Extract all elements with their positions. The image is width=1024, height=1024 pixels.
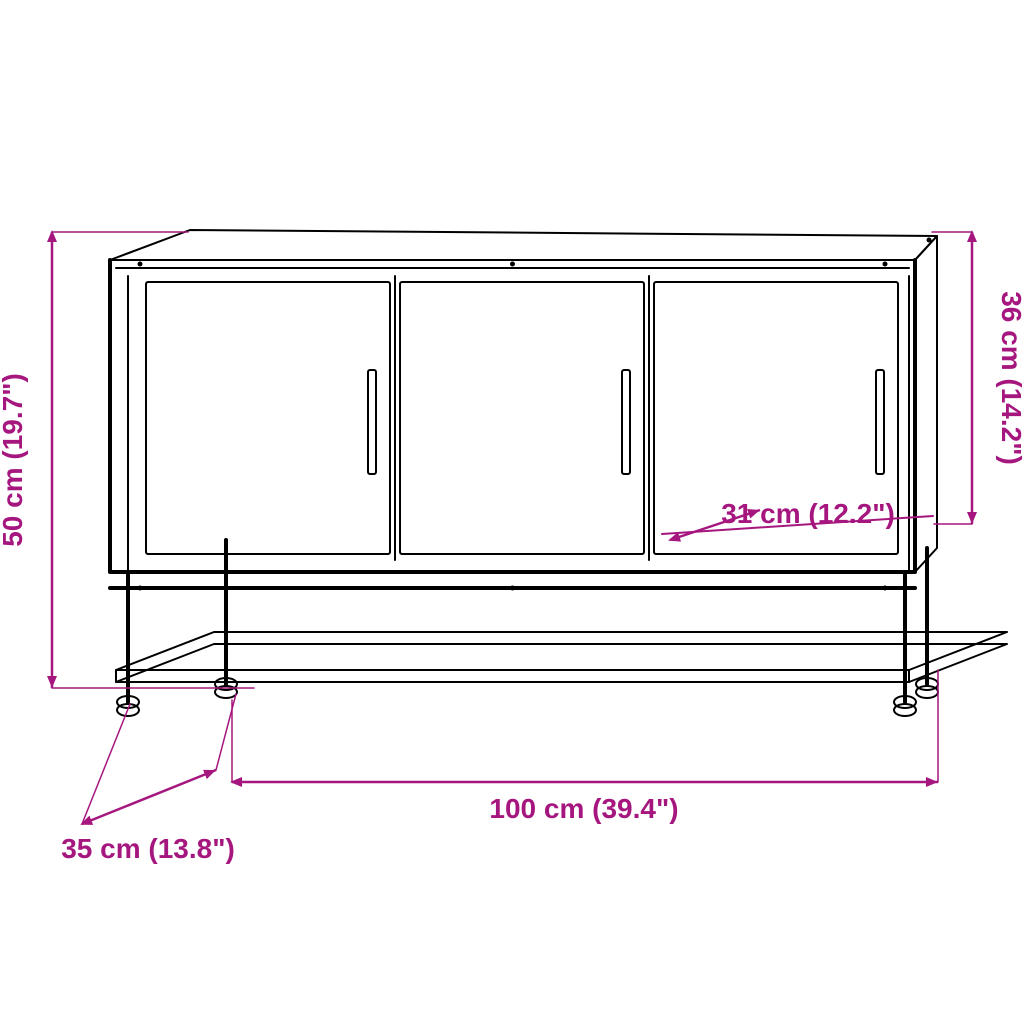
dim-label-width: 100 cm (39.4") <box>489 793 678 824</box>
dim-label-height_total: 50 cm (19.7") <box>0 373 28 547</box>
dim-label-height_cabinet: 36 cm (14.2") <box>996 291 1024 465</box>
furniture-dimension-diagram: 50 cm (19.7")36 cm (14.2")31 cm (12.2")1… <box>0 0 1024 1024</box>
cabinet-drawing <box>110 230 1007 716</box>
dim-label-depth: 35 cm (13.8") <box>61 833 235 864</box>
dimension-annotations: 50 cm (19.7")36 cm (14.2")31 cm (12.2")1… <box>0 232 1024 864</box>
